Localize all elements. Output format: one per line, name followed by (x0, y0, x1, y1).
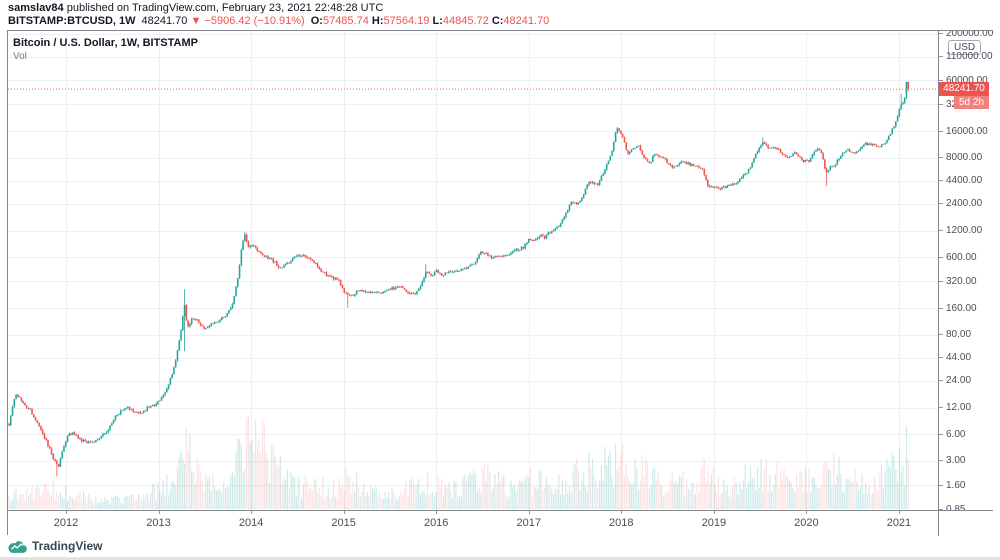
low-label: L: (432, 15, 443, 27)
symbol-name: BITSTAMP:BTCUSD, 1W (8, 15, 136, 27)
open-label: O: (310, 15, 323, 27)
year-tick-mark (66, 511, 67, 514)
last-price-axis-label: 48241.70 (939, 81, 989, 96)
page-bottom-edge (0, 557, 1000, 560)
year-label: 2020 (794, 517, 819, 529)
year-tick-mark (436, 511, 438, 514)
price-tick: 12.00 (939, 402, 971, 413)
close-label: C: (491, 15, 504, 27)
high-value: 57564.19 (383, 15, 430, 27)
price-tick: 0.85 (939, 504, 965, 510)
price-chart-canvas[interactable] (8, 31, 938, 510)
symbol-ohlc-line: BITSTAMP:BTCUSD, 1W 48241.70 ▼ −5906.42 (… (8, 15, 988, 28)
price-tick: 80.00 (939, 329, 971, 340)
price-tick: 600.00 (939, 252, 977, 263)
last-price: 48241.70 (141, 15, 188, 27)
publish-header: samslav84 published on TradingView.com, … (8, 2, 988, 28)
price-tick: 1200.00 (939, 225, 982, 236)
price-tick: 24.00 (939, 375, 971, 386)
year-tick-mark (806, 511, 808, 514)
year-label: 2018 (609, 517, 634, 529)
price-tick: 44.00 (939, 352, 971, 363)
axis-corner (938, 510, 993, 536)
year-tick-mark (158, 511, 160, 514)
price-tick: 8000.00 (939, 152, 982, 163)
tradingview-footer[interactable]: TradingView (8, 539, 102, 553)
year-tick-mark (898, 511, 900, 514)
year-tick-mark (251, 511, 253, 514)
year-label: 2014 (238, 517, 264, 529)
chart-frame: Bitcoin / U.S. Dollar, 1W, BITSTAMP Vol … (7, 30, 993, 536)
price-tick: 2400.00 (939, 198, 982, 209)
year-tick-mark (343, 511, 345, 514)
close-value: 48241.70 (503, 15, 550, 27)
year-tick-mark (528, 511, 530, 514)
currency-unit-label: USD (948, 40, 982, 55)
open-value: 57485.74 (322, 15, 369, 27)
author-name: samslav84 (8, 2, 64, 14)
year-label: 2015 (331, 517, 356, 529)
year-label: 2016 (423, 517, 449, 529)
price-tick: 1.60 (939, 480, 965, 491)
price-tick: 6.00 (939, 429, 965, 440)
price-tick: 60000.00 (939, 75, 988, 86)
price-tick: 16000.00 (939, 126, 988, 137)
price-tick: 3.00 (939, 455, 965, 466)
year-label: 2017 (516, 517, 541, 529)
price-tick: 160.00 (939, 303, 977, 314)
time-axis[interactable]: 2012 2013 2014 2015 2016 2017 2018 2019 2020 2021 (8, 510, 938, 536)
price-tick: 110000.00 (939, 51, 993, 62)
price-tick: 200000.00 (939, 31, 993, 39)
year-label: 2013 (146, 517, 171, 529)
year-label: 2021 (886, 517, 912, 529)
year-label: 2012 (53, 517, 79, 529)
publish-date-text: published on TradingView.com, February 2… (63, 2, 384, 14)
year-tick-mark (713, 511, 715, 514)
publish-info-line: samslav84 published on TradingView.com, … (8, 2, 988, 15)
price-tick: 4400.00 (939, 175, 982, 186)
tradingview-logo-icon (8, 540, 27, 553)
bar-countdown-label: 5d 2h (954, 96, 989, 110)
year-tick-mark (621, 511, 623, 514)
price-change: ▼ −5906.42 (−10.91%) (190, 15, 305, 27)
high-label: H: (371, 15, 384, 27)
tradingview-brand-text: TradingView (32, 539, 103, 553)
low-value: 44845.72 (442, 15, 489, 27)
price-tick: 320.00 (939, 276, 977, 287)
year-label: 2019 (701, 517, 727, 529)
